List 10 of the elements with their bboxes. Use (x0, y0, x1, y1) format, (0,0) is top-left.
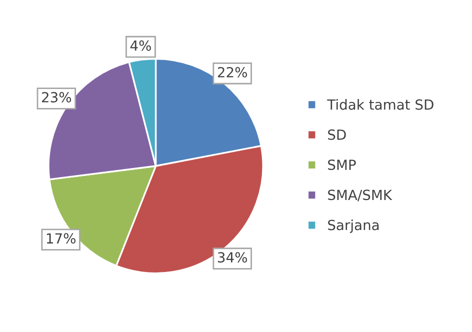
legend-label: Sarjana (328, 219, 379, 233)
data-label: 22% (218, 66, 248, 78)
legend-label: SMP (328, 160, 356, 170)
data-label: 23% (42, 92, 72, 103)
data-label: 17% (46, 233, 76, 244)
legend-label: Tidak tamat SD (327, 99, 434, 110)
legend-label: SD (328, 129, 346, 140)
data-label: 34% (218, 252, 248, 263)
legend-label: SMA/SMK (328, 190, 392, 202)
data-label: 4% (130, 40, 151, 51)
